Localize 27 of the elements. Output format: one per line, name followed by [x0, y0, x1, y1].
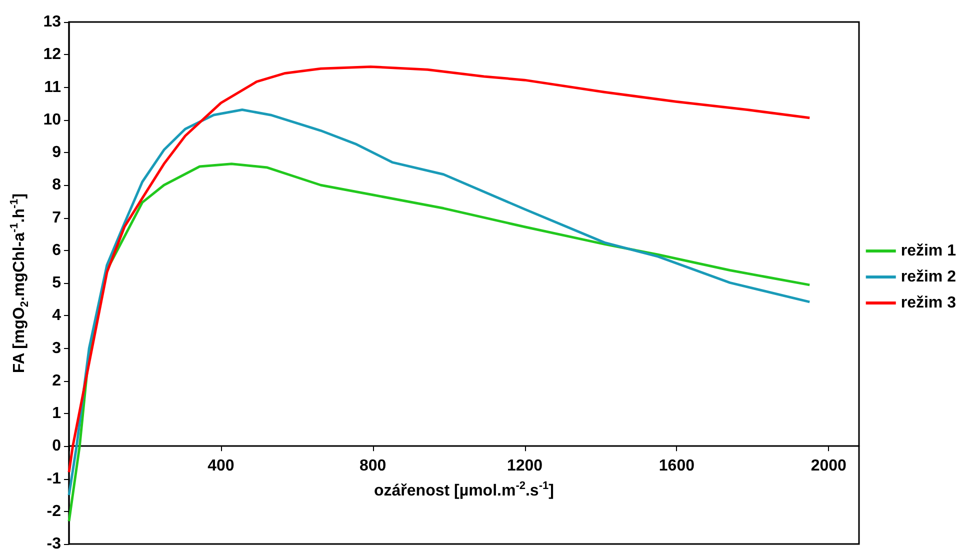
y-tick-label: 6	[52, 242, 62, 259]
y-tick-label: 10	[43, 111, 62, 128]
x-tick-label: 400	[208, 458, 234, 475]
line-series	[68, 65, 811, 474]
y-tick-label: -2	[46, 502, 62, 520]
y-tick-label: 7	[52, 209, 62, 226]
y-tick-label: 9	[52, 144, 62, 161]
y-tick-label: 5	[52, 274, 62, 292]
y-tick-label: 11	[44, 78, 62, 96]
x-tick-label: 2000	[810, 458, 847, 475]
y-tick-label: -1	[46, 470, 62, 488]
x-tick-label: 800	[359, 458, 386, 475]
legend-label: režim 1	[900, 242, 956, 260]
legend-label: režim 2	[900, 268, 956, 286]
y-tick-label: 12	[43, 46, 62, 64]
y-tick-label: 1	[52, 405, 62, 422]
y-tick-label: 4	[52, 307, 62, 324]
y-tick-label: 8	[52, 176, 62, 194]
x-tick-label: 1600	[658, 458, 695, 475]
y-tick-label: 0	[52, 438, 62, 455]
y-tick-label: 3	[52, 340, 62, 357]
y-tick-label: 13	[43, 14, 62, 30]
x-tick-label: 1200	[506, 458, 543, 475]
x-axis-title: ozářenost [µmol.m$^{-2}$.s$^{-1}$]	[374, 480, 554, 500]
y-tick-label: 2	[52, 372, 62, 390]
legend-label: režim 3	[900, 294, 956, 312]
y-tick-label: -3	[46, 536, 62, 552]
